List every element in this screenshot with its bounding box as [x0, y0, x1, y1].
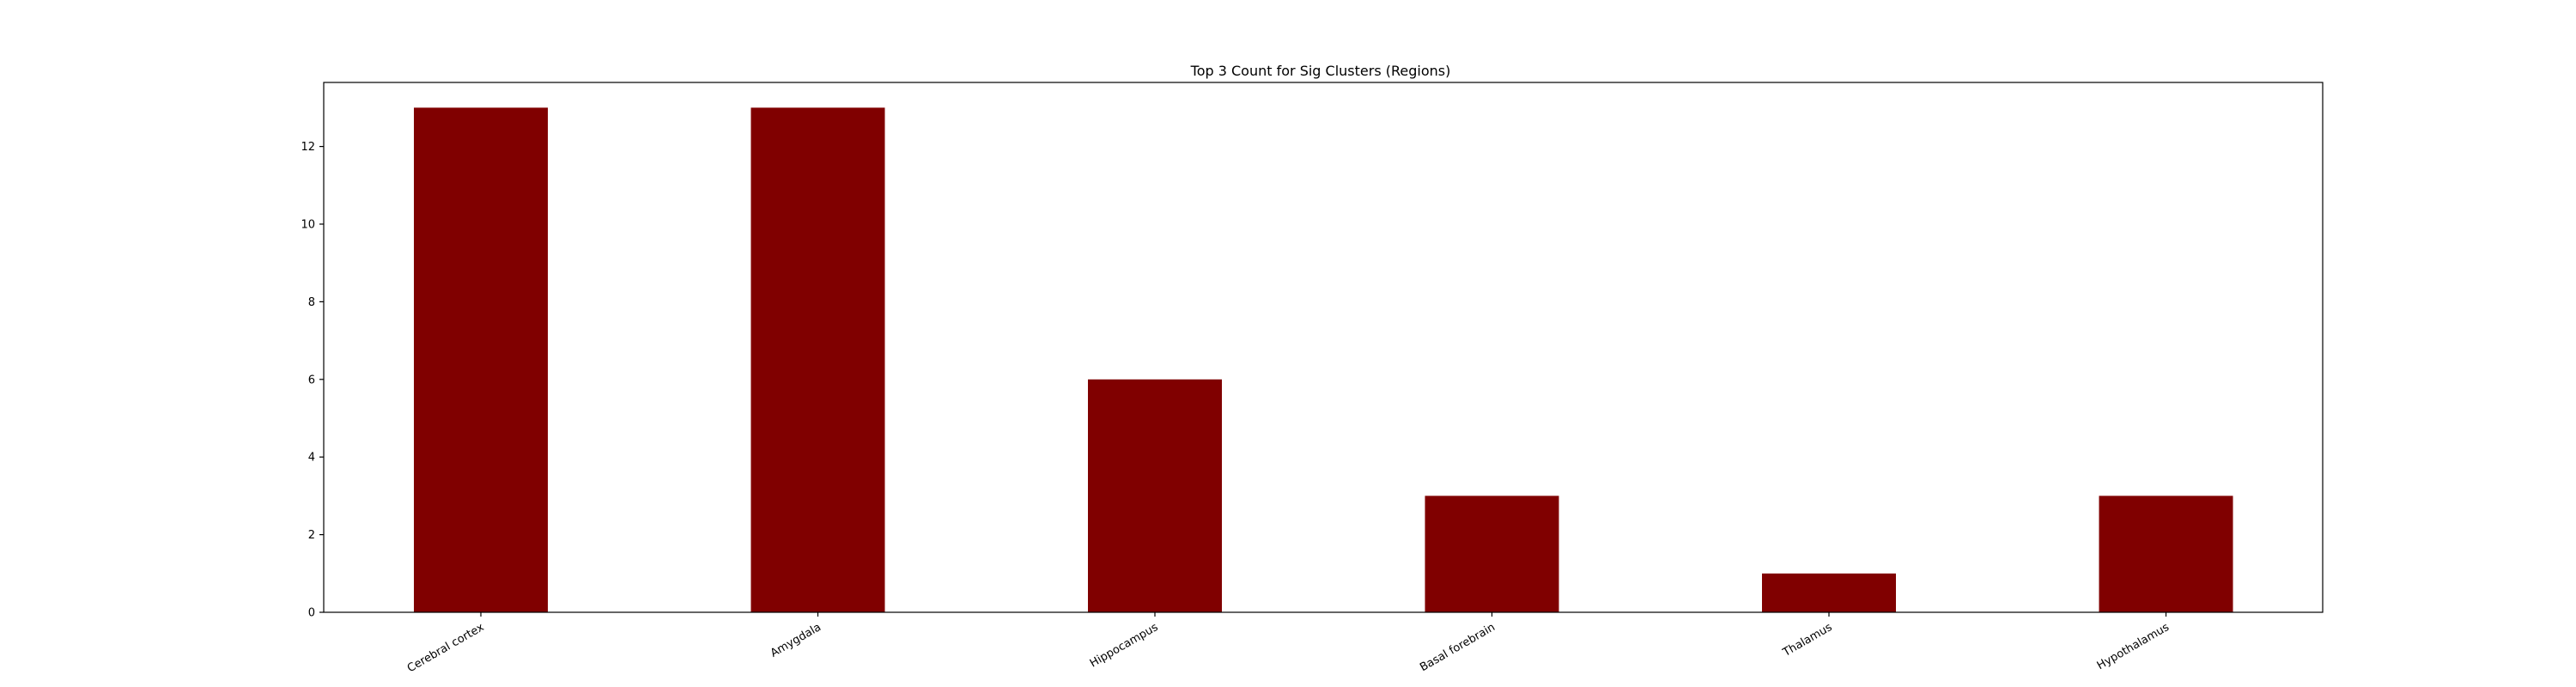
bar	[750, 107, 885, 612]
y-tick-label: 12	[301, 141, 315, 154]
y-tick-label: 4	[308, 452, 315, 465]
bar	[414, 107, 548, 612]
y-tick-label: 2	[308, 529, 315, 542]
bar	[1425, 495, 1559, 612]
y-axis: 0 2 4 6 8 10 12	[301, 141, 324, 620]
y-tick-label: 8	[308, 296, 315, 309]
bar	[2099, 495, 2233, 612]
bars-group	[414, 107, 2233, 612]
bar	[1762, 573, 1896, 612]
y-tick-label: 0	[308, 607, 315, 620]
y-tick-label: 10	[301, 218, 315, 231]
chart-title: Top 3 Count for Sig Clusters (Regions)	[1190, 63, 1451, 79]
y-tick-label: 6	[308, 374, 315, 386]
plot-frame	[323, 82, 2324, 613]
bar	[1088, 379, 1222, 612]
